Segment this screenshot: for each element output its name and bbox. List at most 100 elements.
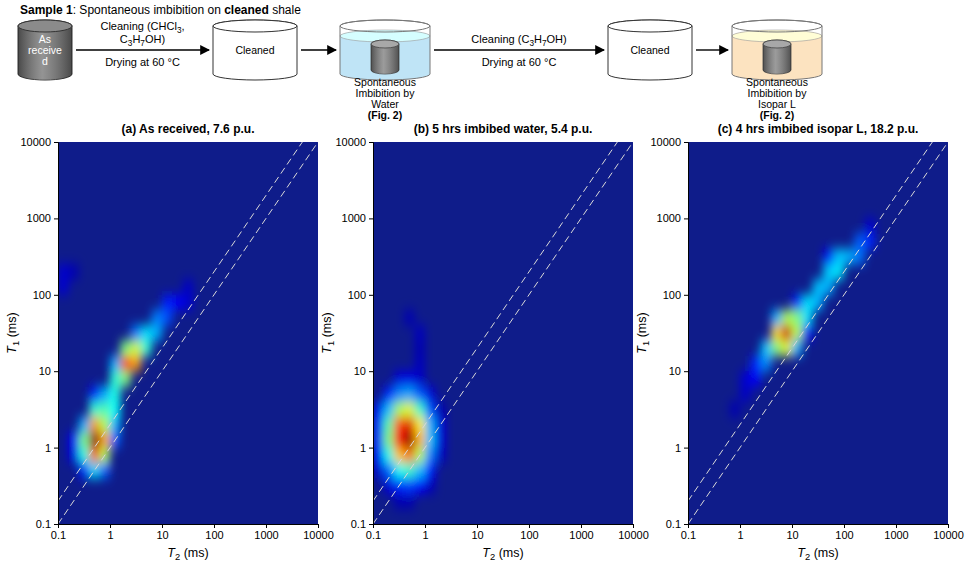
x-tick-mark xyxy=(425,524,426,528)
y-tick-mark xyxy=(369,448,373,449)
text-part: (ms) xyxy=(5,312,19,340)
x-tick-mark xyxy=(844,524,845,528)
y-tick: 100 xyxy=(348,289,373,301)
x-tick-label: 100 xyxy=(520,529,538,541)
y-axis-title: T1 (ms) xyxy=(320,312,336,353)
x-tick: 10 xyxy=(786,524,798,541)
heatmap-cell xyxy=(415,478,425,493)
heatmap-cell xyxy=(415,402,425,417)
heatmap-cell xyxy=(865,234,875,249)
heatmap-cell xyxy=(404,478,414,493)
heatmap-cell xyxy=(425,402,435,417)
beaker-liquid xyxy=(732,30,822,80)
heatmap-cell xyxy=(844,249,854,264)
heatmap-cell xyxy=(58,264,68,279)
heatmap-cell xyxy=(771,310,781,325)
heatmap-cell xyxy=(404,386,414,401)
node-beaker: SpontaneousImbibition byWater(Fig. 2) xyxy=(340,20,430,121)
heatmap-cell xyxy=(394,386,404,401)
heatmap-cell xyxy=(383,478,393,493)
text-part: (ms) xyxy=(320,312,334,340)
heatmap-cell xyxy=(79,448,89,463)
sample-shade xyxy=(371,40,399,74)
arrow-line xyxy=(696,49,728,50)
x-tick-label: 10 xyxy=(156,529,168,541)
heatmap-cell xyxy=(152,325,162,340)
x-tick: 1000 xyxy=(254,524,278,541)
beaker-glass xyxy=(732,20,822,80)
text-part: (ms) xyxy=(495,546,523,560)
cylinder-top xyxy=(608,20,692,32)
heatmap-cell xyxy=(131,341,141,356)
heatmap-cell xyxy=(415,417,425,432)
heatmap-cell xyxy=(373,448,383,463)
x-tick-label: 10000 xyxy=(303,529,334,541)
y-tick-mark xyxy=(684,448,688,449)
x-tick-mark xyxy=(792,524,793,528)
x-tick-mark xyxy=(529,524,530,528)
panel: (c) 4 hrs imbibed isopar L, 18.2 p.u.0.1… xyxy=(635,119,964,562)
x-tick-mark xyxy=(948,524,949,528)
heatmap-cell xyxy=(415,325,425,340)
x-tick-mark xyxy=(110,524,111,528)
y-tick-label: 10 xyxy=(669,365,681,377)
heatmap-cell xyxy=(404,371,414,386)
title-part: cleaned xyxy=(224,3,269,17)
heatmap-cell xyxy=(435,402,445,417)
x-tick-label: 1 xyxy=(422,529,428,541)
heatmap-cell xyxy=(404,310,414,325)
y-axis: 0.1110100100010000 xyxy=(650,136,688,530)
x-tick-label: 1000 xyxy=(569,529,593,541)
y-tick-mark xyxy=(369,295,373,296)
panel: (a) As received, 7.6 p.u.0.1110100100010… xyxy=(5,119,334,562)
heatmap-cell xyxy=(425,448,435,463)
heatmap-cell xyxy=(383,448,393,463)
heatmap-cell xyxy=(120,371,130,386)
plot-background xyxy=(58,142,318,524)
x-tick: 1 xyxy=(422,524,428,541)
heatmap-cell xyxy=(110,402,120,417)
y-tick-label: 1 xyxy=(45,442,51,454)
heatmap-cell xyxy=(750,356,760,371)
y-tick-label: 10000 xyxy=(650,136,681,148)
y-tick-mark xyxy=(684,524,688,525)
x-tick: 10000 xyxy=(933,524,964,541)
x-tick: 10 xyxy=(156,524,168,541)
heatmap-cell xyxy=(79,417,89,432)
y-tick-mark xyxy=(369,142,373,143)
y-tick-label: 0.1 xyxy=(351,518,366,530)
text-part: C xyxy=(120,33,128,45)
y-tick-mark xyxy=(684,371,688,372)
y-axis-title: T1 (ms) xyxy=(5,312,21,353)
y-tick: 10 xyxy=(39,365,58,377)
heatmap-cell xyxy=(79,432,89,447)
y-tick-mark xyxy=(54,448,58,449)
arrow-label: Drying at 60 °C xyxy=(482,56,557,68)
y-tick-mark xyxy=(369,371,373,372)
x-tick-label: 10 xyxy=(786,529,798,541)
y-tick-label: 1000 xyxy=(27,212,51,224)
y-tick: 0.1 xyxy=(666,518,688,530)
heatmap-cell xyxy=(823,280,833,295)
heatmap-cell xyxy=(854,249,864,264)
node-label: Cleaned xyxy=(235,44,274,56)
x-tick: 0.1 xyxy=(681,524,696,541)
heatmap-cell xyxy=(394,463,404,478)
heatmap-cell xyxy=(435,448,445,463)
x-tick-label: 100 xyxy=(835,529,853,541)
x-tick: 1 xyxy=(737,524,743,541)
y-tick-label: 100 xyxy=(663,289,681,301)
heatmap-cell xyxy=(89,417,99,432)
y-tick: 1 xyxy=(675,442,688,454)
node-label: d xyxy=(42,55,48,67)
y-tick: 1000 xyxy=(342,212,373,224)
y-tick: 0.1 xyxy=(36,518,58,530)
heatmap-cell xyxy=(68,264,78,279)
x-tick: 100 xyxy=(520,524,538,541)
heatmap-cell xyxy=(394,448,404,463)
heatmap-cell xyxy=(792,341,802,356)
x-tick: 100 xyxy=(835,524,853,541)
x-tick: 100 xyxy=(205,524,223,541)
heatmap-cell xyxy=(162,295,172,310)
heatmap-cell xyxy=(404,402,414,417)
